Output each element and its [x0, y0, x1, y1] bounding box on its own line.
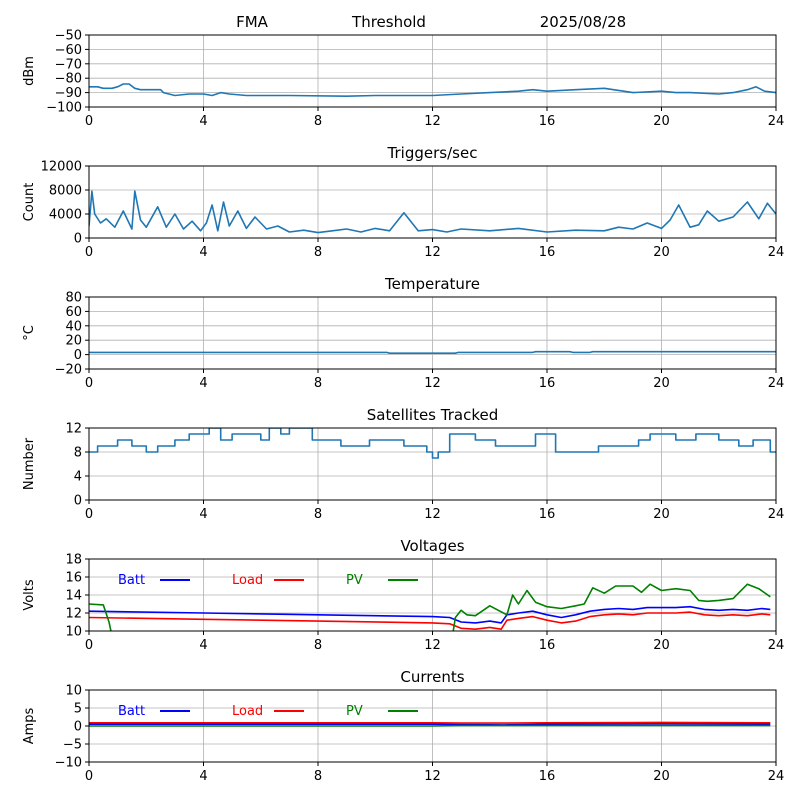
legend-label-pv: PV	[346, 704, 363, 719]
y-tick-label: −80	[55, 72, 82, 87]
header-station: FMA	[236, 13, 269, 31]
y-tick-label: 8	[74, 446, 82, 461]
y-tick-label: 5	[74, 702, 82, 717]
x-tick-label: 12	[424, 638, 441, 653]
x-tick-label: 20	[653, 769, 670, 784]
y-axis-label: Number	[22, 437, 37, 490]
y-tick-label: −20	[55, 363, 82, 378]
x-tick-label: 12	[424, 769, 441, 784]
y-tick-label: 40	[65, 319, 82, 334]
x-tick-label: 8	[314, 507, 322, 522]
x-tick-label: 0	[85, 245, 93, 260]
y-tick-label: 0	[74, 720, 82, 735]
y-tick-label: 20	[65, 334, 82, 349]
y-tick-label: 60	[65, 305, 82, 320]
panel-title: Temperature	[384, 275, 480, 293]
y-tick-label: −5	[63, 738, 82, 753]
y-tick-label: 0	[74, 348, 82, 363]
legend-label-load: Load	[232, 573, 263, 588]
x-tick-label: 16	[539, 376, 556, 391]
x-tick-label: 20	[653, 507, 670, 522]
x-tick-label: 0	[85, 769, 93, 784]
y-tick-label: −70	[55, 57, 82, 72]
y-tick-label: 4000	[49, 208, 82, 223]
x-tick-label: 8	[314, 376, 322, 391]
x-tick-label: 24	[768, 638, 785, 653]
legend-label-pv: PV	[346, 573, 363, 588]
panel-title: Currents	[400, 668, 464, 686]
y-axis-label: °C	[22, 325, 37, 341]
y-tick-label: 0	[74, 232, 82, 247]
x-tick-label: 8	[314, 114, 322, 129]
x-tick-label: 0	[85, 114, 93, 129]
y-tick-label: −60	[55, 43, 82, 58]
y-axis-label: dBm	[22, 56, 37, 86]
series-line-currents-load	[89, 722, 770, 723]
y-tick-label: 12000	[41, 160, 82, 175]
x-tick-label: 0	[85, 507, 93, 522]
x-tick-label: 12	[424, 376, 441, 391]
x-tick-label: 8	[314, 245, 322, 260]
x-tick-label: 16	[539, 245, 556, 260]
y-tick-label: 80	[65, 291, 82, 306]
y-tick-label: −90	[55, 86, 82, 101]
y-tick-label: 16	[65, 571, 82, 586]
y-tick-label: 18	[65, 553, 82, 568]
x-tick-label: 12	[424, 245, 441, 260]
x-tick-label: 16	[539, 769, 556, 784]
y-tick-label: 12	[65, 607, 82, 622]
x-tick-label: 24	[768, 245, 785, 260]
y-tick-label: −50	[55, 29, 82, 44]
x-tick-label: 20	[653, 638, 670, 653]
legend-label-batt: Batt	[118, 573, 145, 588]
y-tick-label: 4	[74, 470, 82, 485]
x-tick-label: 16	[539, 114, 556, 129]
x-tick-label: 12	[424, 507, 441, 522]
y-axis-label: Volts	[22, 579, 37, 611]
y-tick-label: −10	[55, 756, 82, 771]
y-axis-label: Amps	[22, 707, 37, 744]
y-tick-label: 8000	[49, 184, 82, 199]
y-tick-label: 10	[65, 684, 82, 699]
x-tick-label: 8	[314, 769, 322, 784]
x-tick-label: 4	[199, 769, 207, 784]
x-tick-label: 16	[539, 638, 556, 653]
x-tick-label: 24	[768, 114, 785, 129]
x-tick-label: 16	[539, 507, 556, 522]
x-tick-label: 12	[424, 114, 441, 129]
header-mode: Threshold	[351, 13, 426, 31]
y-tick-label: 10	[65, 625, 82, 640]
x-tick-label: 20	[653, 114, 670, 129]
panel-title: Voltages	[400, 537, 464, 555]
y-tick-label: −100	[46, 101, 82, 116]
x-tick-label: 4	[199, 376, 207, 391]
x-tick-label: 0	[85, 638, 93, 653]
x-tick-label: 24	[768, 507, 785, 522]
panel-title: Satellites Tracked	[367, 406, 498, 424]
header-date: 2025/08/28	[540, 13, 626, 31]
y-axis-label: Count	[22, 183, 37, 222]
x-tick-label: 4	[199, 507, 207, 522]
x-tick-label: 24	[768, 376, 785, 391]
y-tick-label: 0	[74, 494, 82, 509]
y-tick-label: 14	[65, 589, 82, 604]
legend-label-batt: Batt	[118, 704, 145, 719]
panel-title: Triggers/sec	[387, 144, 478, 162]
x-tick-label: 4	[199, 114, 207, 129]
y-tick-label: 12	[65, 422, 82, 437]
x-tick-label: 20	[653, 376, 670, 391]
x-tick-label: 24	[768, 769, 785, 784]
x-tick-label: 0	[85, 376, 93, 391]
x-tick-label: 8	[314, 638, 322, 653]
x-tick-label: 20	[653, 245, 670, 260]
legend-label-load: Load	[232, 704, 263, 719]
x-tick-label: 4	[199, 245, 207, 260]
x-tick-label: 4	[199, 638, 207, 653]
